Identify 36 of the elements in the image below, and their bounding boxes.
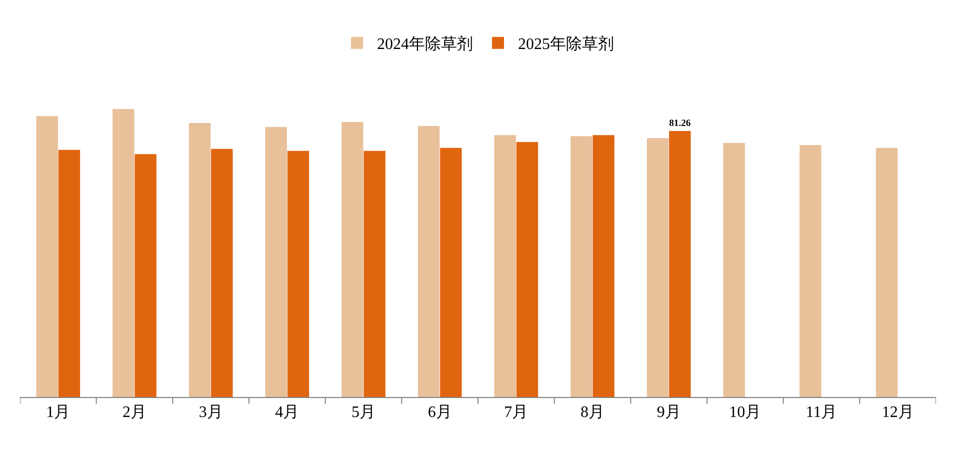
bar (36, 116, 58, 397)
bar (287, 150, 310, 397)
x-tick-label: 2月 (122, 404, 146, 422)
bar (876, 148, 898, 397)
bar (516, 142, 538, 397)
bar (494, 135, 516, 397)
bar (570, 136, 592, 397)
x-tick-label: 3月 (198, 404, 223, 422)
bar (646, 138, 669, 397)
x-tick-label: 11月 (806, 404, 838, 422)
x-tick-label: 5月 (352, 404, 376, 422)
bar (134, 154, 156, 397)
x-tick-label: 4月 (275, 404, 300, 422)
x-tick-label: 8月 (580, 404, 604, 422)
legend-label: 2024年除草剂 (377, 35, 473, 54)
bar (669, 131, 691, 397)
bar (188, 123, 211, 397)
x-tick-label: 6月 (428, 404, 452, 422)
bar (265, 126, 287, 397)
bar (342, 122, 364, 397)
bar (211, 148, 233, 397)
bar (440, 148, 462, 397)
x-tick-label: 10月 (729, 404, 762, 422)
x-tick-label: 9月 (656, 404, 681, 422)
x-tick-label: 12月 (882, 404, 914, 422)
x-tick-label: 7月 (504, 404, 528, 422)
legend-label: 2025年除草剂 (518, 35, 614, 54)
bar (364, 150, 386, 397)
data-label: 81.26 (669, 118, 691, 129)
bar (112, 108, 134, 397)
bar (418, 126, 440, 397)
bar (723, 143, 745, 397)
x-tick-label: 1月 (46, 404, 70, 422)
bar (800, 144, 822, 397)
bar (58, 150, 80, 397)
bar (592, 135, 614, 397)
